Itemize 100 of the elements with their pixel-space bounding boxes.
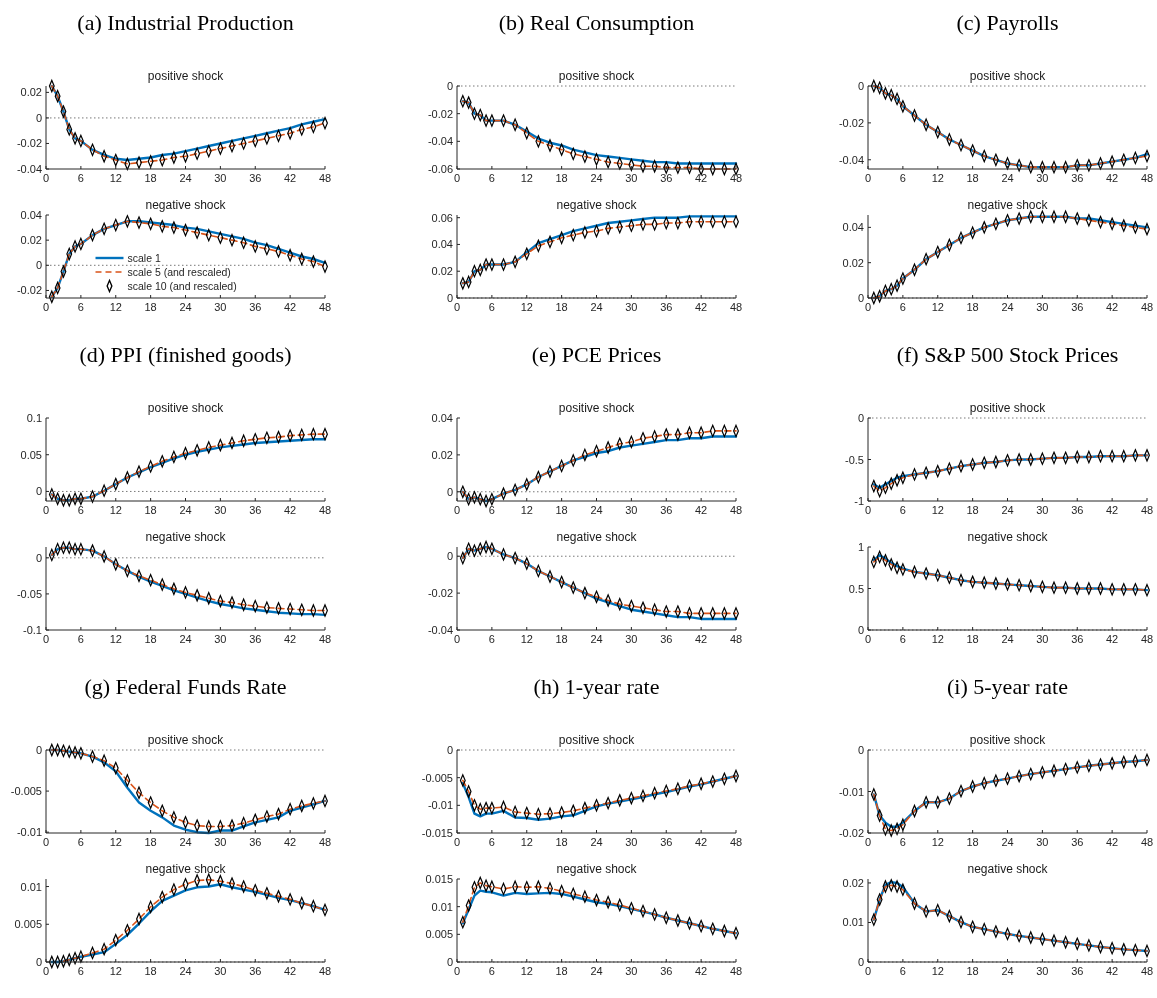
x-tick-label: 6 bbox=[488, 965, 495, 977]
x-tick-label: 24 bbox=[179, 301, 192, 313]
x-tick-label: 42 bbox=[695, 301, 708, 313]
x-tick-label: 12 bbox=[931, 836, 944, 848]
x-tick-label: 12 bbox=[109, 172, 122, 184]
y-tick-label: -0.02 bbox=[16, 284, 42, 297]
x-tick-label: 42 bbox=[1106, 633, 1119, 645]
y-tick-label: -0.02 bbox=[16, 137, 42, 150]
x-tick-label: 12 bbox=[520, 301, 533, 313]
x-tick-label: 30 bbox=[214, 633, 227, 645]
x-tick-label: 6 bbox=[488, 172, 495, 184]
y-tick-label: 0 bbox=[446, 80, 453, 92]
y-tick-label: -0.02 bbox=[427, 587, 453, 600]
x-tick-label: 18 bbox=[966, 836, 979, 848]
x-tick-label: 42 bbox=[1106, 836, 1119, 848]
x-tick-label: 24 bbox=[1001, 504, 1014, 516]
chart-title: negative shock bbox=[556, 530, 638, 544]
x-tick-label: 30 bbox=[625, 836, 638, 848]
x-tick-label: 6 bbox=[77, 301, 84, 313]
x-tick-label: 36 bbox=[249, 504, 262, 516]
x-tick-label: 42 bbox=[695, 836, 708, 848]
x-tick-label: 24 bbox=[590, 301, 603, 313]
chart-subtitle: positive shock bbox=[147, 401, 225, 415]
x-tick-label: 42 bbox=[284, 504, 297, 516]
x-tick-label: 48 bbox=[729, 836, 743, 848]
x-tick-label: 12 bbox=[520, 172, 533, 184]
x-tick-label: 48 bbox=[729, 633, 743, 645]
y-tick-label: -0.04 bbox=[427, 624, 453, 636]
x-tick-label: 12 bbox=[109, 633, 122, 645]
x-tick-label: 42 bbox=[695, 172, 708, 184]
y-tick-label: 0.02 bbox=[20, 234, 42, 247]
y-tick-label: 0.01 bbox=[20, 880, 42, 893]
legend-label: scale 10 (and rescaled) bbox=[127, 280, 237, 292]
y-tick-label: 0.04 bbox=[20, 209, 42, 221]
x-tick-label: 30 bbox=[1036, 172, 1049, 184]
y-tick-label: 0 bbox=[857, 80, 864, 92]
y-tick-label: -0.02 bbox=[838, 116, 864, 129]
x-tick-label: 18 bbox=[144, 836, 157, 848]
x-tick-label: 12 bbox=[520, 836, 533, 848]
chart-title: (g) Federal Funds Rate bbox=[84, 674, 287, 699]
x-tick-label: 24 bbox=[179, 836, 192, 848]
x-tick-label: 42 bbox=[1106, 172, 1119, 184]
x-tick-label: 6 bbox=[77, 965, 84, 977]
x-tick-label: 18 bbox=[555, 504, 568, 516]
x-tick-label: 36 bbox=[249, 301, 262, 313]
x-tick-label: 48 bbox=[1140, 172, 1154, 184]
x-tick-label: 6 bbox=[77, 172, 84, 184]
x-tick-label: 18 bbox=[966, 504, 979, 516]
x-tick-label: 36 bbox=[660, 301, 673, 313]
y-tick-label: 0 bbox=[35, 744, 42, 756]
x-tick-label: 48 bbox=[729, 172, 743, 184]
y-tick-label: -1 bbox=[854, 495, 864, 507]
x-tick-label: 30 bbox=[214, 965, 227, 977]
y-tick-label: -0.04 bbox=[838, 153, 864, 166]
x-tick-label: 18 bbox=[966, 172, 979, 184]
x-tick-label: 12 bbox=[520, 504, 533, 516]
x-tick-label: 48 bbox=[729, 965, 743, 977]
x-tick-label: 18 bbox=[555, 965, 568, 977]
y-tick-label: 0 bbox=[35, 111, 42, 124]
x-tick-label: 30 bbox=[625, 633, 638, 645]
x-tick-label: 12 bbox=[931, 633, 944, 645]
x-tick-label: 18 bbox=[966, 301, 979, 313]
x-tick-label: 6 bbox=[899, 965, 906, 977]
x-tick-label: 30 bbox=[625, 172, 638, 184]
x-tick-label: 18 bbox=[144, 172, 157, 184]
chart-title: negative shock bbox=[145, 530, 227, 544]
x-tick-label: 48 bbox=[318, 836, 332, 848]
x-tick-label: 42 bbox=[1106, 504, 1119, 516]
y-tick-label: 0 bbox=[35, 259, 42, 272]
x-tick-label: 36 bbox=[249, 965, 262, 977]
x-tick-label: 42 bbox=[695, 633, 708, 645]
x-tick-label: 30 bbox=[625, 965, 638, 977]
y-tick-label: -0.01 bbox=[838, 785, 864, 798]
x-tick-label: 18 bbox=[144, 633, 157, 645]
y-tick-label: -0.005 bbox=[10, 785, 42, 798]
y-tick-label: -0.02 bbox=[427, 107, 453, 120]
x-tick-label: 6 bbox=[488, 504, 495, 516]
y-tick-label: 0.02 bbox=[842, 256, 864, 269]
chart-title: (h) 1-year rate bbox=[533, 674, 660, 699]
y-tick-label: 0.04 bbox=[431, 238, 453, 251]
x-tick-label: 6 bbox=[488, 836, 495, 848]
chart-title: (f) S&P 500 Stock Prices bbox=[896, 342, 1119, 367]
x-tick-label: 48 bbox=[729, 301, 743, 313]
x-tick-label: 36 bbox=[1071, 965, 1084, 977]
x-tick-label: 42 bbox=[284, 836, 297, 848]
x-tick-label: 6 bbox=[77, 633, 84, 645]
y-tick-label: -0.05 bbox=[16, 587, 42, 600]
x-tick-label: 42 bbox=[695, 504, 708, 516]
y-tick-label: 0 bbox=[446, 956, 453, 968]
x-tick-label: 42 bbox=[1106, 965, 1119, 977]
x-tick-label: 24 bbox=[179, 633, 192, 645]
x-tick-label: 48 bbox=[729, 504, 743, 516]
x-tick-label: 48 bbox=[1140, 504, 1154, 516]
x-tick-label: 6 bbox=[488, 301, 495, 313]
x-tick-label: 42 bbox=[284, 633, 297, 645]
x-tick-label: 36 bbox=[1071, 301, 1084, 313]
x-tick-label: 24 bbox=[179, 965, 192, 977]
x-tick-label: 42 bbox=[284, 965, 297, 977]
chart-subtitle: positive shock bbox=[558, 733, 636, 747]
x-tick-label: 48 bbox=[318, 301, 332, 313]
